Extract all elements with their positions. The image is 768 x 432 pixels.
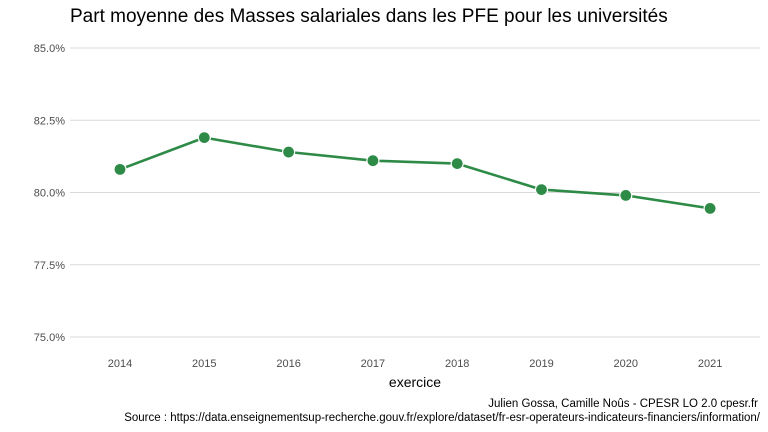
x-tick-labels: 2014 2015 2016 2017 2018 2019 2020 2021 [108, 358, 723, 370]
series-layer [113, 130, 717, 215]
y-tick-labels: 75.0% 77.5% 80.0% 82.5% 85.0% [34, 43, 65, 344]
x-tick-label: 2014 [108, 358, 132, 370]
series-line [118, 136, 712, 210]
y-tick-label: 82.5% [34, 115, 65, 127]
data-point[interactable] [534, 183, 549, 197]
y-tick-label: 80.0% [34, 188, 65, 200]
data-point[interactable] [113, 162, 127, 176]
x-tick-label: 2021 [698, 358, 722, 370]
x-tick-label: 2018 [445, 358, 469, 370]
x-axis-title: exercice [389, 374, 441, 390]
y-gridlines [70, 47, 760, 338]
y-tick-label: 85.0% [34, 43, 65, 55]
y-tick-label: 75.0% [34, 332, 65, 344]
data-point[interactable] [619, 188, 633, 202]
x-tick-label: 2015 [192, 358, 216, 370]
data-point[interactable] [450, 157, 464, 171]
data-point[interactable] [703, 201, 717, 215]
x-tick-label: 2019 [529, 358, 553, 370]
source-caption: Source : https://data.enseignementsup-re… [124, 412, 761, 424]
data-point[interactable] [366, 154, 380, 168]
credit-caption: Julien Gossa, Camille Noûs - CPESR LO 2.… [488, 398, 758, 410]
x-tick-label: 2016 [276, 358, 300, 370]
x-tick-label: 2020 [614, 358, 638, 370]
data-point[interactable] [197, 130, 211, 145]
chart-title: Part moyenne des Masses salariales dans … [70, 6, 668, 27]
x-tick-label: 2017 [361, 358, 385, 370]
data-point[interactable] [282, 145, 296, 159]
y-tick-label: 77.5% [34, 260, 65, 272]
